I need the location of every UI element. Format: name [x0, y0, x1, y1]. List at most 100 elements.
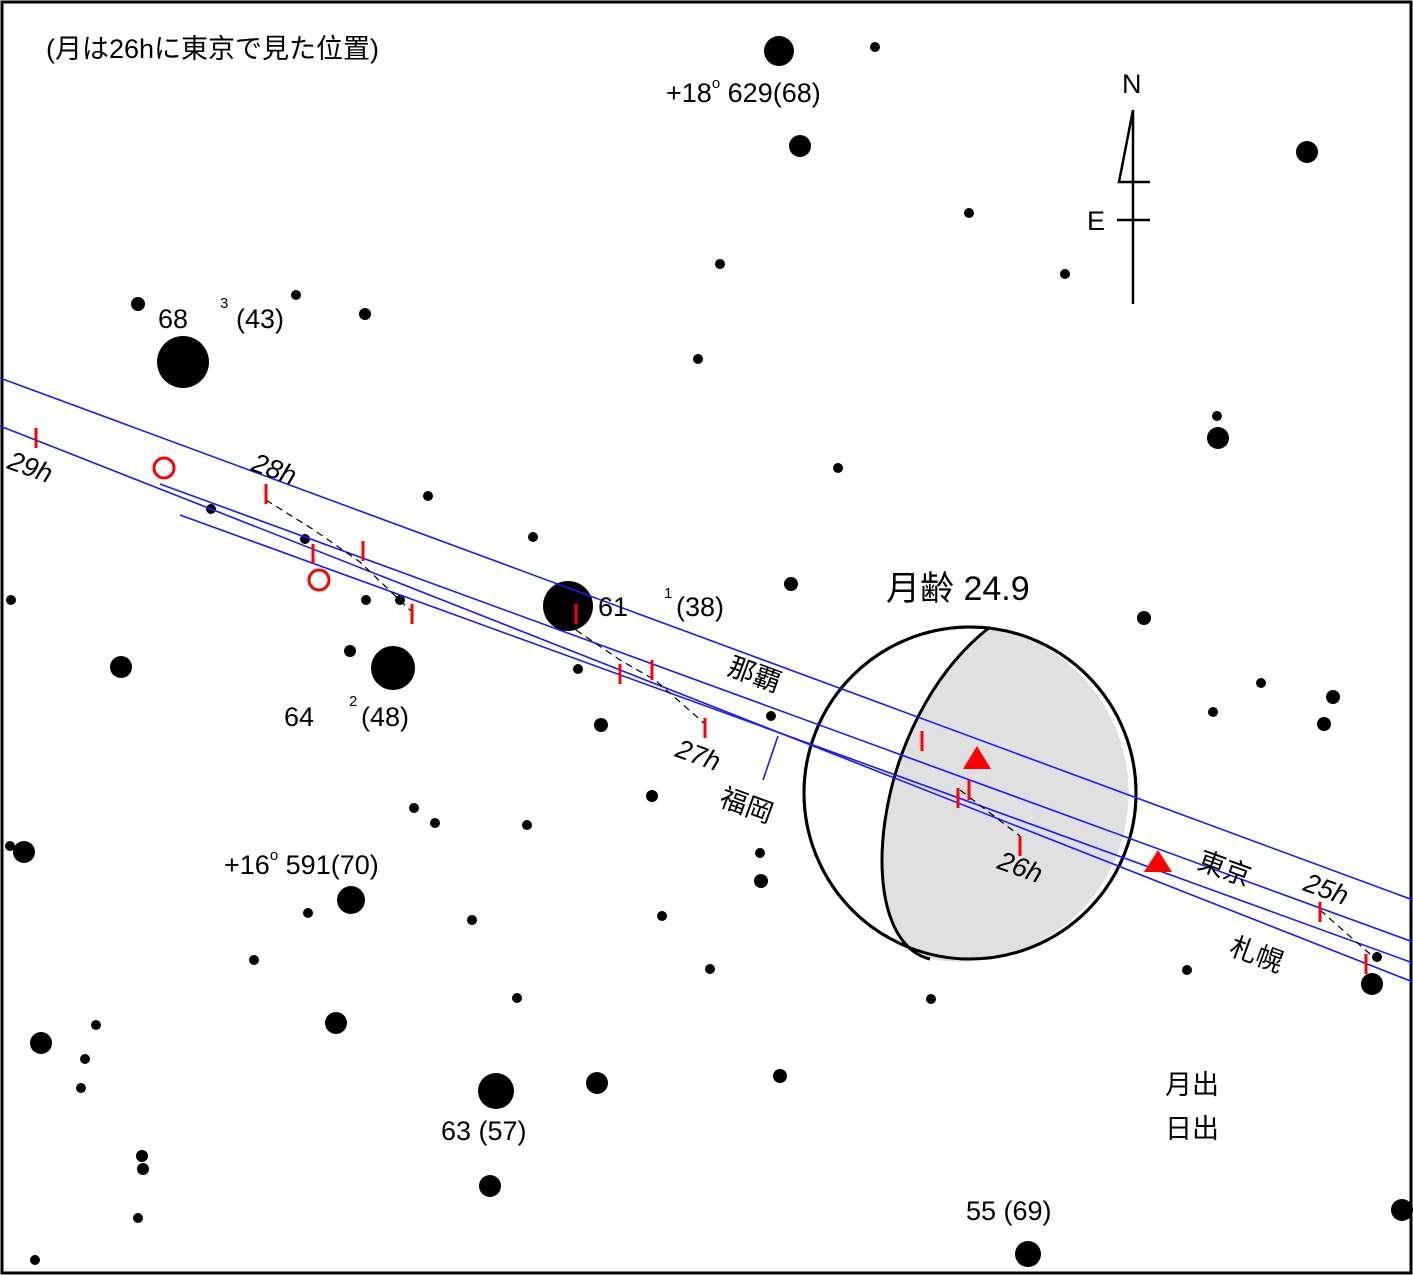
moon-age-label: 月齢 24.9 — [886, 570, 1030, 608]
city-label-naha: 那覇 — [724, 651, 785, 698]
star-dot — [766, 711, 776, 721]
star-dot — [1208, 707, 1218, 717]
star-dot — [1137, 611, 1151, 625]
star-dot — [693, 354, 703, 364]
city-label-tokyo: 東京 — [1194, 845, 1255, 892]
star-dot — [133, 1213, 143, 1223]
star-dot — [359, 308, 371, 320]
compass-north-arrow — [1117, 109, 1150, 184]
star-dot — [80, 1054, 90, 1064]
dashed-path-27h — [575, 629, 706, 725]
star-dot — [1317, 717, 1331, 731]
moon-shaded-part — [882, 627, 1129, 962]
star-dot — [1391, 1199, 1413, 1221]
sunrise-circle-icon — [307, 568, 331, 592]
star-dot — [361, 595, 371, 605]
star-dot — [1060, 269, 1070, 279]
star-field — [5, 36, 1413, 1267]
star-dot — [1015, 1241, 1041, 1267]
compass-north-label: N — [1122, 69, 1142, 99]
star-dot — [131, 297, 145, 311]
hour-label-25h: 25h — [1299, 867, 1353, 911]
star-dot — [13, 841, 35, 863]
star-dot — [773, 1069, 787, 1083]
star-dot — [594, 718, 608, 732]
star-dot — [522, 820, 532, 830]
star-dot — [371, 646, 415, 690]
star-dot — [325, 1012, 347, 1034]
star-dot — [157, 336, 209, 388]
star-label-55: 55 (69) — [966, 1196, 1052, 1226]
moon-terminator — [880, 625, 991, 961]
compass-rose — [1117, 109, 1150, 304]
track-line-naha — [0, 377, 1413, 901]
legend-sunrise: 日出 — [1165, 1114, 1219, 1144]
star-dot — [423, 491, 433, 501]
star-dot — [249, 955, 259, 965]
star-dot — [789, 135, 811, 157]
star-dot — [1212, 411, 1222, 421]
star-dot — [409, 803, 419, 813]
fukuoka-leader-line — [762, 735, 779, 781]
star-dot — [715, 259, 725, 269]
star-label-bd16: +16o 591(70) — [224, 847, 379, 880]
track-line-sapporo — [0, 425, 1413, 983]
star-dot — [1296, 141, 1318, 163]
star-dot — [430, 818, 440, 828]
star-dot — [586, 1072, 608, 1094]
star-dot — [870, 42, 880, 52]
star-dot — [705, 964, 715, 974]
star-dot — [136, 1150, 148, 1162]
star-dot — [478, 1073, 514, 1109]
hour-ticks — [34, 428, 1368, 974]
star-dot — [833, 463, 843, 473]
star-dot — [337, 886, 365, 914]
track-line-fukuoka — [179, 514, 1413, 964]
star-dot — [1326, 690, 1340, 704]
moonrise-triangle-icon — [1144, 850, 1172, 872]
star-label-63: 63 (57) — [441, 1116, 527, 1146]
hour-label-28h: 28h — [247, 447, 301, 491]
star-dot — [754, 874, 768, 888]
star-dot — [512, 993, 522, 1003]
moon-limb — [802, 625, 1138, 961]
star-dot — [291, 290, 301, 300]
star-dot — [6, 595, 16, 605]
city-label-fukuoka: 福岡 — [716, 782, 777, 829]
star-dot — [657, 911, 667, 921]
dashed-path-28h — [265, 499, 413, 613]
star-dot — [573, 664, 583, 674]
star-dot — [1207, 427, 1229, 449]
star-dot — [5, 841, 15, 851]
track-line-tokyo — [159, 483, 1413, 943]
compass-east-label: E — [1087, 206, 1105, 236]
star-dot — [344, 645, 356, 657]
star-dot — [479, 1175, 501, 1197]
star-dot — [755, 848, 765, 858]
hour-label-29h: 29h — [3, 445, 57, 489]
star-label-64: 642(48) — [284, 693, 409, 732]
star-dot — [110, 656, 132, 678]
star-dot — [646, 790, 658, 802]
star-dot — [467, 915, 477, 925]
star-dot — [543, 581, 593, 631]
legend-moonrise: 月出 — [1165, 1070, 1219, 1100]
city-label-sapporo: 札幌 — [1226, 931, 1287, 978]
star-dot — [1361, 973, 1383, 995]
star-dot — [91, 1020, 101, 1030]
star-dot — [926, 994, 936, 1004]
star-dot — [764, 36, 794, 66]
star-dot — [528, 532, 538, 542]
star-dot — [30, 1255, 40, 1265]
star-dot — [1372, 952, 1382, 962]
star-dot — [137, 1163, 149, 1175]
moonrise-triangle-icon — [963, 746, 991, 769]
star-dot — [303, 908, 313, 918]
hour-label-27h: 27h — [671, 733, 725, 777]
observation-note: (月は26hに東京で見た位置) — [46, 34, 379, 64]
graze-tracks — [0, 377, 1413, 983]
star-dot — [964, 208, 974, 218]
star-label-bd18: +18o 629(68) — [666, 75, 821, 108]
